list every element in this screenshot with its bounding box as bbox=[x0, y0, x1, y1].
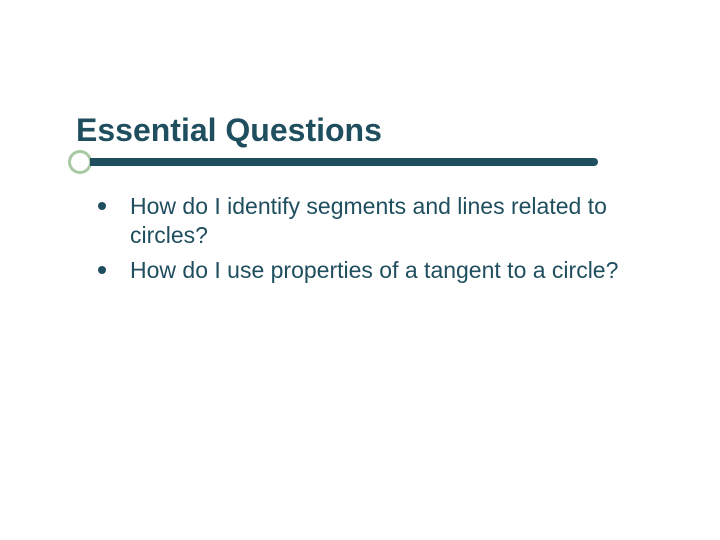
list-item: How do I use properties of a tangent to … bbox=[98, 256, 638, 285]
bullet-icon bbox=[98, 202, 106, 210]
slide: Essential Questions How do I identify se… bbox=[0, 0, 720, 540]
slide-title: Essential Questions bbox=[76, 112, 382, 149]
bullet-text: How do I identify segments and lines rel… bbox=[130, 192, 638, 250]
bullet-list: How do I identify segments and lines rel… bbox=[98, 192, 638, 290]
bullet-text: How do I use properties of a tangent to … bbox=[130, 256, 618, 285]
bullet-icon bbox=[98, 266, 106, 274]
underline-circle-icon bbox=[68, 150, 92, 174]
underline-bar bbox=[90, 158, 598, 166]
list-item: How do I identify segments and lines rel… bbox=[98, 192, 638, 250]
title-underline bbox=[76, 156, 598, 172]
